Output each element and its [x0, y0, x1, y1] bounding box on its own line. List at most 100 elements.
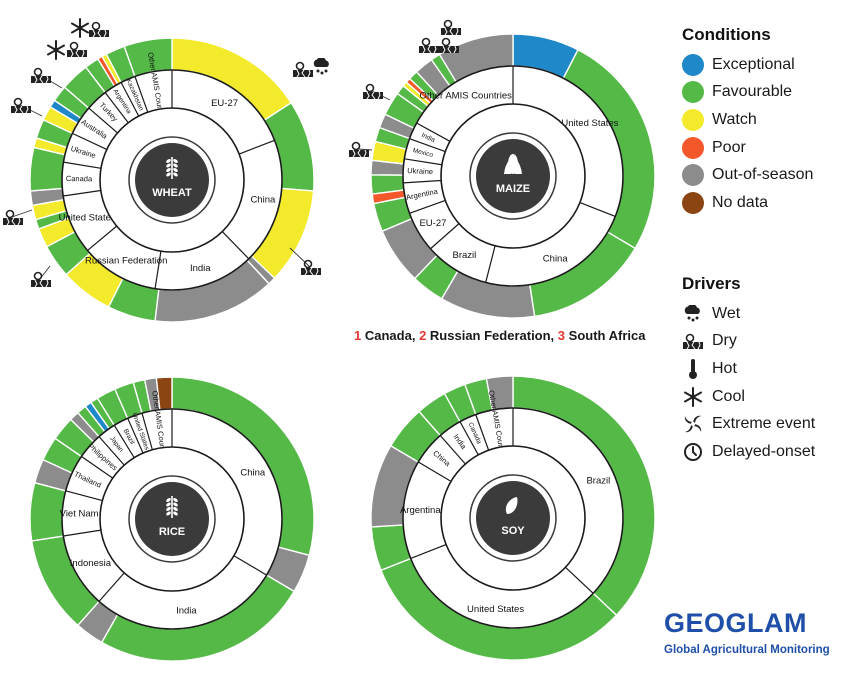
- donut-maize: United StatesChinaBrazilEU-27ArgentinaUk…: [370, 33, 656, 319]
- driver-item-delayed-onset: Delayed-onset: [682, 438, 842, 466]
- country-divider: [88, 107, 118, 134]
- legend-item-favourable: Favourable: [682, 79, 842, 107]
- country-divider: [418, 461, 452, 482]
- driver-pointer: [357, 148, 373, 151]
- country-divider: [439, 435, 466, 465]
- country-divider: [238, 139, 275, 155]
- legend-swatch: [682, 136, 704, 159]
- condition-segment: [370, 174, 405, 195]
- country-label: Canada: [66, 174, 93, 183]
- dry-icon: [3, 209, 33, 226]
- crop-hub: [476, 139, 550, 213]
- dry-icon: [31, 67, 63, 89]
- country-divider: [127, 418, 144, 454]
- cool-icon: [47, 40, 65, 60]
- country-divider: [141, 413, 153, 450]
- dry-icon: [441, 19, 461, 36]
- driver-label: Hot: [712, 359, 737, 377]
- crop-hub: [476, 481, 550, 555]
- crop-label: RICE: [159, 526, 185, 538]
- driver-pointer: [11, 209, 33, 218]
- logo-subtitle: Global Agricultural Monitoring: [664, 644, 830, 656]
- country-label: EU-27: [419, 218, 446, 229]
- country-divider: [113, 425, 135, 459]
- crop-hub: [135, 143, 209, 217]
- country-label: Other AMIS Countries: [419, 90, 512, 101]
- dry-icon: [89, 21, 109, 38]
- legend-swatch: [682, 81, 704, 104]
- driver-label: Cool: [712, 387, 745, 405]
- footnote: 1 Canada, 2 Russian Federation, 3 South …: [354, 328, 645, 343]
- dry-icon: [349, 141, 373, 158]
- conditions-legend: Conditions Exceptional Favourable Watch Poo…: [682, 25, 842, 217]
- drivers-legend: Drivers Wet Dry Hot Cool Extreme event Delaye…: [682, 274, 842, 466]
- legend-item-out-of-season: Out-of-season: [682, 161, 842, 189]
- legend-label: Watch: [712, 110, 757, 128]
- legend-item-exceptional: Exceptional: [682, 51, 842, 79]
- country-divider: [63, 189, 101, 197]
- country-divider: [134, 76, 149, 113]
- footnote-text: Canada,: [364, 328, 416, 343]
- dry-icon: [293, 61, 313, 78]
- delayed-onset-icon: [682, 441, 704, 463]
- country-divider: [404, 158, 442, 166]
- country-label: United States: [467, 604, 524, 615]
- country-label: China: [543, 253, 569, 264]
- country-divider: [233, 555, 267, 576]
- country-divider: [63, 529, 101, 537]
- footnote-number: 1: [354, 328, 362, 343]
- country-divider: [221, 231, 250, 260]
- maize-icon: [504, 154, 522, 174]
- drivers-legend-title: Drivers: [682, 274, 741, 293]
- country-divider: [409, 199, 446, 214]
- legend-label: No data: [712, 193, 769, 211]
- country-label: China: [250, 194, 276, 205]
- country-divider: [459, 421, 479, 456]
- dry-icon: [682, 330, 704, 352]
- crop-hub: [135, 482, 209, 556]
- driver-item-extreme-event: Extreme event: [682, 410, 842, 438]
- legend-swatch: [682, 164, 704, 187]
- country-divider: [87, 225, 118, 251]
- country-label: Russian Federation: [85, 255, 167, 266]
- legend-label: Out-of-season: [712, 166, 814, 184]
- country-divider: [104, 92, 129, 124]
- country-divider: [81, 456, 114, 479]
- cool-icon: [71, 18, 89, 38]
- footnote-text: South Africa: [568, 328, 646, 343]
- donut-wheat: EU-27 China India Russian Federation United …: [29, 37, 315, 323]
- country-label: Brazil: [453, 250, 477, 261]
- dry-icon: [67, 41, 87, 58]
- legend-item-poor: Poor: [682, 134, 842, 162]
- country-label: India: [190, 263, 211, 274]
- soy-icon: [505, 497, 518, 514]
- dry-icon: [31, 265, 51, 288]
- country-divider: [475, 414, 490, 451]
- country-divider: [120, 82, 140, 117]
- crop-label: WHEAT: [152, 187, 192, 199]
- cool-icon: [682, 386, 704, 408]
- dry-icon: [363, 83, 391, 101]
- country-divider: [98, 572, 125, 602]
- conditions-legend-title: Conditions: [682, 25, 771, 44]
- footnote-number: 2: [419, 328, 427, 343]
- wet-icon: [682, 303, 704, 325]
- country-divider: [403, 179, 442, 184]
- geoglam-logo: GEOGLAM Global Agricultural Monitoring: [662, 608, 832, 664]
- country-divider: [579, 201, 616, 218]
- legend-label: Favourable: [712, 83, 793, 101]
- dry-icon: [11, 97, 43, 117]
- driver-item-cool: Cool: [682, 383, 842, 411]
- country-divider: [416, 122, 451, 142]
- dry-icon: [419, 37, 439, 54]
- country-divider: [430, 223, 460, 250]
- legend-item-watch: Watch: [682, 106, 842, 134]
- crop-label: MAIZE: [496, 183, 530, 195]
- logo-wordmark: GEOGLAM: [664, 608, 807, 638]
- footnote-number: 3: [557, 328, 566, 343]
- country-label: EU-27: [211, 98, 238, 109]
- country-label: China: [240, 467, 266, 478]
- country-label: Argentina: [400, 505, 441, 516]
